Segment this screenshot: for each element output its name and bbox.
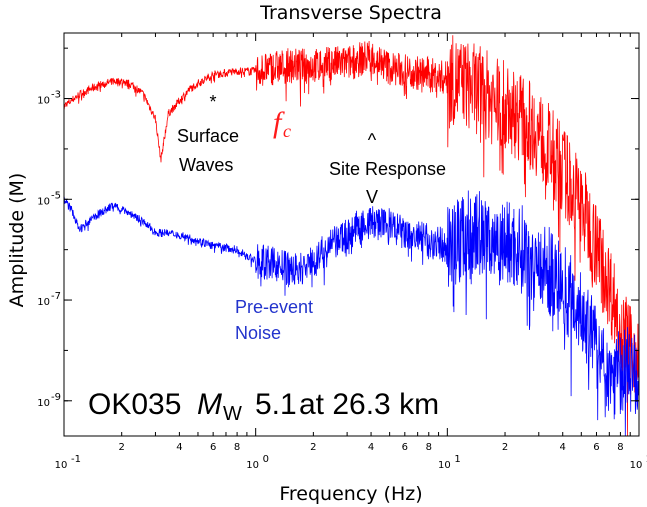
chart-title: Transverse Spectra [259,2,442,24]
site-response-caret: ^ [368,130,377,150]
surface-waves-marker: * [209,92,216,112]
event-magnitude-subscript: W [223,403,242,425]
y-tick-exponent: -9 [51,392,61,403]
x-tick-label: 10 [246,460,259,471]
y-tick-exponent: -3 [51,90,61,101]
event-station: OK035 [88,388,181,421]
event-magnitude-symbol: M [197,388,222,421]
x-tick-exponent: 0 [263,454,269,465]
surface-waves-label-line1: Surface [177,126,239,146]
event-magnitude-value: 5.1 [255,388,297,421]
x-minor-tick-label: 6 [402,442,408,453]
plot-lines [63,35,640,437]
site-response-label: Site Response [329,159,446,179]
x-minor-tick-label: 6 [210,442,216,453]
event-distance: at 26.3 km [299,388,439,421]
x-tick-exponent: 1 [454,454,460,465]
x-minor-tick-label: 4 [176,442,182,453]
x-minor-tick-label: 2 [502,442,508,453]
corner-frequency-subscript: c [283,121,291,141]
x-minor-tick-label: 6 [593,442,599,453]
x-minor-tick-label: 8 [234,442,240,453]
x-minor-tick-label: 2 [310,442,316,453]
series-line-noise [63,190,640,437]
site-response-v-marker: V [366,187,378,207]
surface-waves-label-line2: Waves [179,155,233,175]
y-tick-label: 10 [37,96,50,107]
x-minor-tick-label: 4 [368,442,374,453]
pre-event-noise-label-line1: Pre-event [235,297,313,317]
x-tick-label: 10 [630,460,643,471]
y-tick-exponent: -5 [51,190,61,201]
x-tick-label: 10 [55,460,68,471]
y-tick-exponent: -7 [51,291,61,302]
x-tick-label: 10 [438,460,451,471]
x-tick-exponent: -1 [71,454,81,465]
x-axis-label: Frequency (Hz) [279,483,422,505]
plot-frame [63,32,640,437]
event-label: OK035 M W 5.1 at 26.3 km [88,388,439,425]
y-axis-label: Amplitude (M) [6,173,28,308]
x-minor-tick-label: 8 [617,442,623,453]
y-tick-label: 10 [37,196,50,207]
y-tick-label: 10 [37,398,50,409]
series-line-event [63,35,640,437]
pre-event-noise-label-line2: Noise [235,323,281,343]
x-minor-tick-label: 8 [426,442,432,453]
y-tick-label: 10 [37,297,50,308]
x-minor-tick-label: 4 [560,442,566,453]
x-minor-tick-label: 2 [119,442,125,453]
